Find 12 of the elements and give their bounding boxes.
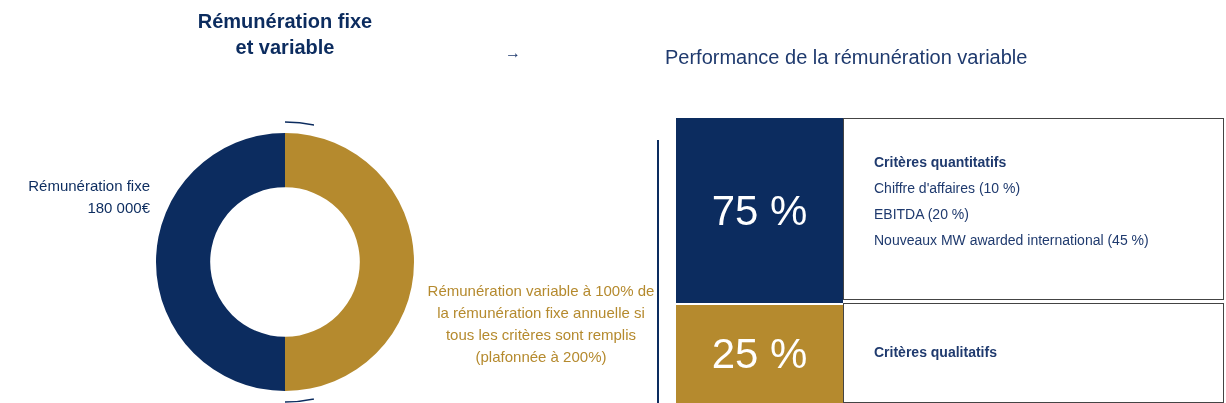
text: 75 %: [711, 186, 808, 235]
slice-label: Rémunération variable à 100% de la rémunération fixe annuelle si tous les critères sont remplis (plafonnée à 200%): [426, 281, 656, 367]
text: Performance de la rémunération variable: [665, 46, 1028, 69]
text: 25 %: [711, 330, 808, 378]
text: Chiffre d'affaires (10 %): [874, 179, 1022, 198]
text: Critères quantitatifs: [874, 153, 1008, 172]
text: EBITDA (20 %): [874, 205, 970, 224]
chart-title: Rémunération fixe et variable: [196, 9, 374, 60]
text: Nouveaux MW awarded international (45 %): [874, 231, 1150, 250]
text: →: [505, 44, 521, 62]
slice-label: Rémunération fixe 180 000€: [27, 176, 150, 218]
text: Critères qualitatifs: [874, 344, 998, 360]
